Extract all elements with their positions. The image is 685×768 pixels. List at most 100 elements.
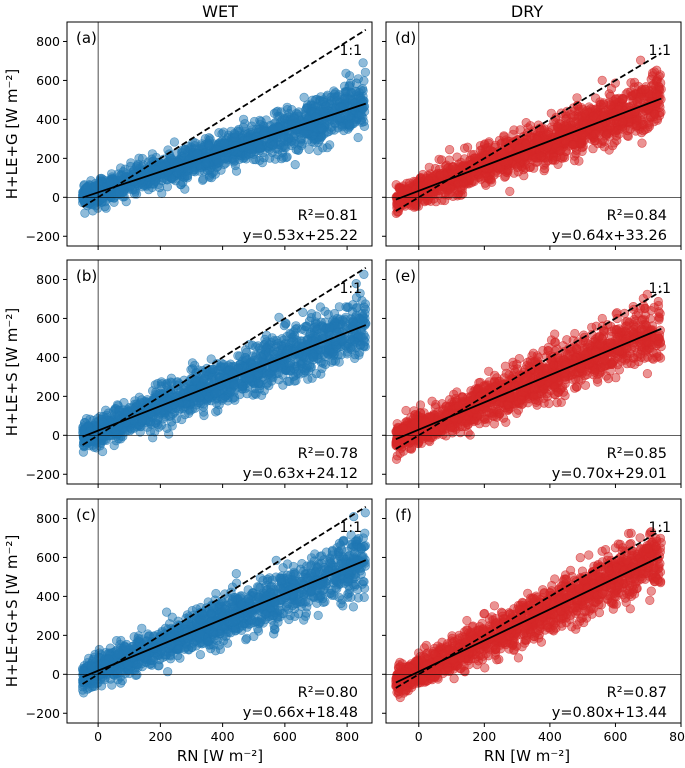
scatter-point [571,149,581,159]
scatter-point [190,375,200,385]
scatter-point [201,158,211,169]
scatter-point [532,135,542,145]
scatter-point [214,128,224,138]
scatter-point [515,125,525,135]
scatter-point [266,370,276,380]
column-title-dry: DRY [511,2,543,21]
scatter-point [265,153,275,163]
scatter-point [214,400,224,410]
scatter-point [552,121,563,131]
regression-equation-label: y=0.64x+33.26 [552,228,667,244]
one-to-one-line [82,267,367,446]
scatter-point [358,58,368,68]
x-axis-label-wet: RN [W m⁻²] [177,747,263,765]
scatter-point [316,123,327,133]
scatter-point [499,131,509,141]
scatter-point [105,177,115,187]
scatter-point [640,84,650,94]
scatter-point [204,172,214,182]
scatter-points-a [77,58,371,218]
y-tick-label: 200 [36,389,60,404]
panel-label: (d) [395,29,416,47]
scatter-point [277,142,287,152]
scatter-point [460,143,470,153]
scatter-point [627,91,637,101]
one-to-one-label: 1:1 [339,281,362,297]
scatter-point [162,182,172,192]
scatter-point [321,359,331,370]
scatter-point [486,175,496,185]
scatter-point [203,140,213,150]
scatter-point [424,162,434,172]
scatter-point [109,440,119,451]
scatter-point [500,171,511,181]
scatter-point [399,200,409,210]
scatter-point [145,426,155,437]
scatter-point [329,309,340,319]
scatter-point [521,117,531,128]
scatter-point [249,116,259,127]
scatter-point [606,83,617,94]
scatter-point [519,151,530,161]
scatter-point [341,68,351,78]
r-squared-label: R²=0.81 [298,208,358,224]
scatter-point [351,279,361,289]
scatter-point [443,190,454,200]
scatter-point [330,89,340,99]
y-tick-label: 200 [36,151,60,166]
scatter-point [611,131,622,141]
scatter-point [555,146,565,156]
scatter-point [268,124,278,134]
scatter-point [285,366,295,376]
scatter-point [625,124,635,134]
scatter-point [260,334,270,345]
scatter-point [325,140,335,150]
scatter-point [548,152,559,162]
r-squared-label: R²=0.84 [607,208,667,224]
scatter-point [147,149,157,159]
column-title-wet: WET [202,2,238,21]
y-tick-label: 600 [36,73,60,88]
scatter-point [350,353,360,364]
scatter-point [348,316,358,326]
scatter-point [88,206,98,216]
scatter-point [251,342,261,352]
scatter-point [219,159,229,169]
scatter-point [182,171,193,181]
scatter-point [629,82,639,92]
scatter-point [456,190,466,200]
regression-equation-label: y=0.63x+24.12 [243,466,358,482]
scatter-point [211,388,221,398]
scatter-point [315,302,326,312]
scatter-point [635,55,646,65]
scatter-point [229,379,239,390]
y-tick-label: −200 [26,467,60,482]
r-squared-label: R²=0.78 [298,446,358,462]
scatter-point [324,116,334,126]
scatter-point [637,138,647,148]
scatter-point [319,106,329,117]
scatter-point [597,75,607,85]
scatter-point [255,144,265,154]
panel-e: (e)1:1R²=0.85y=0.70x+29.01 [382,259,682,488]
axes-frame [66,259,373,485]
plot-area-b [67,260,372,484]
plot-area-e [386,260,681,484]
scatter-point [617,93,628,104]
scatter-point [617,124,628,134]
scatter-point [359,302,369,312]
panel-label: (b) [76,267,97,285]
scatter-point [344,111,354,121]
scatter-point [125,161,135,172]
scatter-point [567,140,578,150]
scatter-point [469,176,479,187]
scatter-point [231,166,242,176]
scatter-point [98,193,108,203]
scatter-point [360,67,371,77]
plot-area-a [67,22,372,246]
scatter-points-b [78,269,371,457]
panel-label: (a) [76,29,97,47]
y-tick-label: 800 [36,272,60,287]
